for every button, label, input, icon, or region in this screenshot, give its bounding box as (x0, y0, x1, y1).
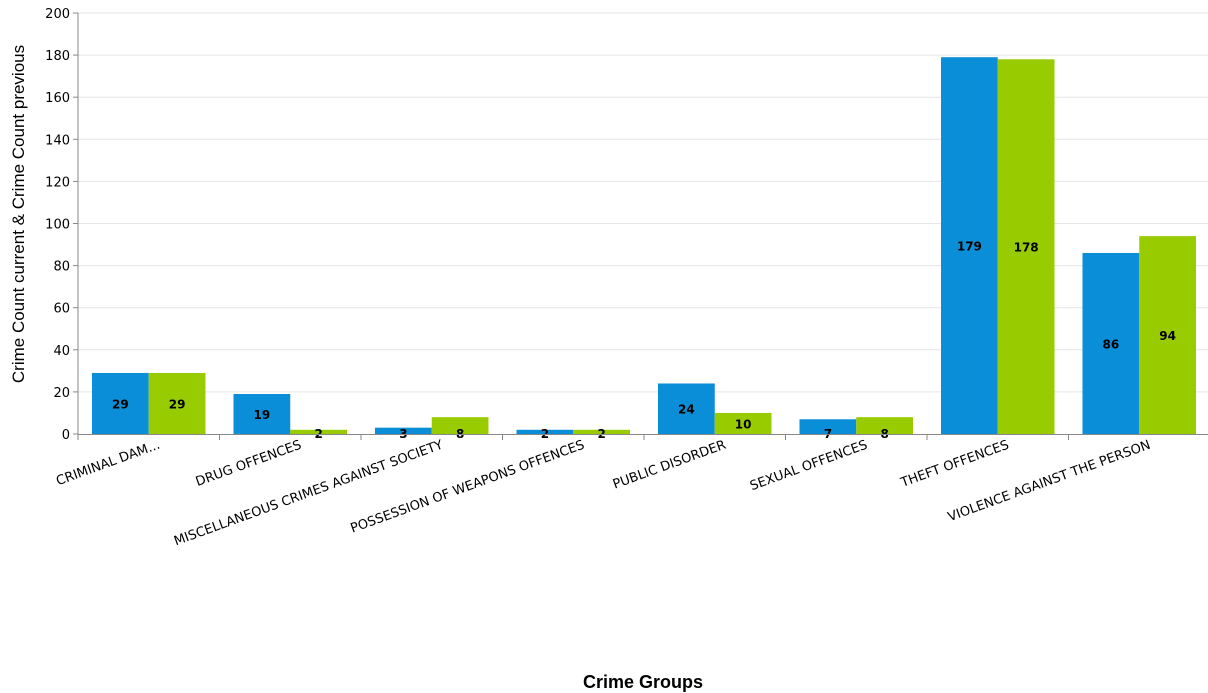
y-tick-label: 40 (53, 344, 70, 359)
bar-series1-4[interactable] (658, 383, 715, 434)
bars (92, 57, 1196, 435)
bar-value-label: 178 (1014, 241, 1039, 255)
bar-value-label: 86 (1103, 337, 1120, 351)
x-tick-label: SEXUAL OFFENCES (748, 438, 869, 494)
bar-value-label: 24 (678, 403, 695, 417)
bar-series1-0[interactable] (92, 372, 149, 434)
y-tick-label: 180 (45, 49, 70, 64)
bar-series2-7[interactable] (1139, 236, 1196, 434)
bar-value-label: 29 (169, 397, 186, 411)
gridlines (78, 12, 1208, 393)
bar-series2-4[interactable] (714, 412, 772, 434)
y-tick-label: 200 (45, 7, 70, 22)
x-tick-label: PUBLIC DISORDER (611, 438, 728, 493)
y-tick-label: 120 (45, 175, 70, 190)
y-tick-label: 0 (62, 428, 70, 443)
x-tick-label: THEFT OFFENCES (898, 438, 1011, 491)
y-tick-label: 60 (53, 302, 70, 317)
bar-series1-7[interactable] (1082, 252, 1140, 434)
y-tick-label: 20 (53, 386, 70, 401)
bar-series2-1[interactable] (290, 429, 347, 434)
y-tick-labels: 0 20 40 60 80 100 120 140 160 180 200 (45, 7, 78, 443)
bar-series1-2[interactable] (375, 427, 432, 434)
bar-series2-2[interactable] (431, 417, 489, 434)
bar-series1-1[interactable] (233, 394, 291, 434)
bar-series1-6[interactable] (941, 57, 998, 435)
bar-series2-3[interactable] (573, 429, 630, 434)
bar-series1-3[interactable] (516, 429, 574, 434)
bar-series2-0[interactable] (148, 372, 206, 434)
bar-value-label: 19 (254, 408, 271, 422)
y-tick-label: 80 (53, 260, 70, 275)
x-tick-label: DRUG OFFENCES (194, 438, 304, 490)
bar-value-label: 179 (957, 240, 982, 254)
bar-series2-6[interactable] (997, 59, 1055, 435)
x-tick-label: CRIMINAL DAM... (54, 438, 162, 489)
y-tick-label: 140 (45, 133, 70, 148)
bar-series1-5[interactable] (799, 419, 857, 434)
x-tick-labels: CRIMINAL DAM... DRUG OFFENCESMISCELLANEOU… (54, 434, 1153, 550)
x-tick-label: POSSESSION OF WEAPONS OFFENCES (349, 438, 587, 537)
y-tick-label: 160 (45, 91, 70, 106)
x-axis-title: Crime Groups (583, 672, 703, 692)
y-axis-title: Crime Count current & Crime Count previo… (9, 45, 28, 383)
bar-value-label: 10 (735, 417, 752, 431)
bar-series2-5[interactable] (856, 417, 913, 434)
bar-value-label: 29 (112, 397, 129, 411)
y-tick-label: 100 (45, 218, 70, 233)
x-tick-label: MISCELLANEOUS CRIMES AGAINST SOCIETY (172, 438, 445, 550)
bar-value-label: 94 (1159, 329, 1176, 343)
